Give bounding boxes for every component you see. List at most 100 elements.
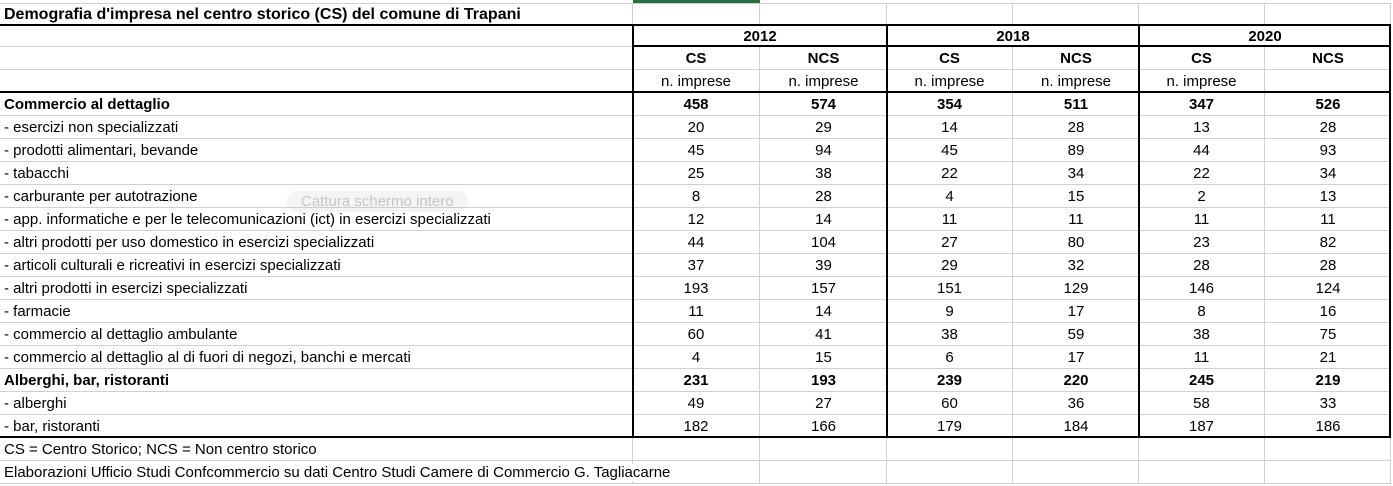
value-cell[interactable]: 25 <box>633 162 760 185</box>
value-cell[interactable]: 9 <box>887 300 1013 323</box>
value-cell[interactable]: 38 <box>760 162 887 185</box>
row-label[interactable]: - altri prodotti in esercizi specializza… <box>0 277 633 300</box>
empty-cell[interactable] <box>633 438 760 460</box>
value-cell[interactable]: 44 <box>1139 139 1265 162</box>
value-cell[interactable]: 82 <box>1265 231 1391 254</box>
value-cell[interactable]: 37 <box>633 254 760 277</box>
year-header[interactable]: 2020 <box>1248 27 1282 45</box>
row-label[interactable]: - commercio al dettaglio al di fuori di … <box>0 346 633 369</box>
value-cell[interactable]: 41 <box>760 323 887 346</box>
unit-label-cell[interactable]: n. imprese <box>887 70 1013 93</box>
column-header[interactable]: CS <box>1139 47 1265 70</box>
value-cell[interactable]: 60 <box>633 323 760 346</box>
empty-cell[interactable] <box>1139 461 1265 483</box>
value-cell[interactable]: 80 <box>1013 231 1139 254</box>
value-cell[interactable]: 8 <box>633 185 760 208</box>
value-cell[interactable]: 187 <box>1139 415 1265 438</box>
value-cell[interactable]: 93 <box>1265 139 1391 162</box>
value-cell[interactable]: 8 <box>1139 300 1265 323</box>
value-cell[interactable]: 13 <box>1265 185 1391 208</box>
row-label[interactable]: - articoli culturali e ricreativi in ese… <box>0 254 633 277</box>
empty-cell[interactable] <box>760 438 887 460</box>
value-cell[interactable]: 182 <box>633 415 760 438</box>
unit-label-cell[interactable]: n. imprese <box>633 70 760 93</box>
value-cell[interactable]: 526 <box>1265 93 1391 116</box>
column-header[interactable]: NCS <box>1013 47 1139 70</box>
page-title[interactable]: Demografia d'impresa nel centro storico … <box>0 4 633 25</box>
value-cell[interactable]: 44 <box>633 231 760 254</box>
value-cell[interactable]: 29 <box>760 116 887 139</box>
empty-cell[interactable] <box>0 47 633 70</box>
value-cell[interactable]: 28 <box>1265 116 1391 139</box>
value-cell[interactable]: 14 <box>760 208 887 231</box>
value-cell[interactable]: 12 <box>633 208 760 231</box>
value-cell[interactable]: 45 <box>887 139 1013 162</box>
value-cell[interactable]: 28 <box>1265 254 1391 277</box>
year-header[interactable]: 2012 <box>743 27 777 45</box>
column-header[interactable]: NCS <box>760 47 887 70</box>
empty-cell[interactable] <box>1265 4 1391 25</box>
value-cell[interactable]: 13 <box>1139 116 1265 139</box>
value-cell[interactable]: 4 <box>633 346 760 369</box>
column-header[interactable]: NCS <box>1265 47 1391 70</box>
value-cell[interactable]: 11 <box>887 208 1013 231</box>
empty-cell[interactable] <box>633 461 760 483</box>
value-cell[interactable]: 179 <box>887 415 1013 438</box>
value-cell[interactable]: 184 <box>1063 418 1089 435</box>
value-cell[interactable]: 2 <box>1139 185 1265 208</box>
value-cell[interactable]: 104 <box>760 231 887 254</box>
value-cell[interactable]: 157 <box>760 277 887 300</box>
value-cell[interactable]: 574 <box>760 93 887 116</box>
value-cell[interactable]: 17 <box>1013 300 1139 323</box>
footnote-source-cell[interactable]: Elaborazioni Ufficio Studi Confcommercio… <box>0 461 674 483</box>
footnote-legend-cell[interactable]: CS = Centro Storico; NCS = Non centro st… <box>0 438 633 460</box>
value-cell[interactable]: 38 <box>887 323 1013 346</box>
value-cell[interactable]: 59 <box>1013 323 1139 346</box>
row-label[interactable]: Alberghi, bar, ristoranti <box>0 369 633 392</box>
row-label[interactable]: - prodotti alimentari, bevande <box>0 139 633 162</box>
value-cell[interactable]: 17 <box>1013 346 1139 369</box>
row-label[interactable]: Commercio al dettaglio <box>0 93 633 116</box>
empty-cell[interactable] <box>0 0 633 3</box>
value-cell[interactable]: 34 <box>1265 162 1391 185</box>
value-cell[interactable]: 219 <box>1265 369 1391 392</box>
value-cell[interactable]: 186 <box>1315 418 1341 435</box>
empty-cell[interactable] <box>887 461 1013 483</box>
value-cell[interactable]: 49 <box>633 392 760 415</box>
value-cell[interactable]: 239 <box>887 369 1013 392</box>
value-cell[interactable]: 28 <box>760 185 887 208</box>
value-cell[interactable]: 38 <box>1139 323 1265 346</box>
value-cell[interactable]: 166 <box>810 418 837 435</box>
column-header[interactable]: CS <box>633 47 760 70</box>
value-cell[interactable]: 28 <box>1013 116 1139 139</box>
unit-label-cell[interactable] <box>1265 70 1391 93</box>
value-cell[interactable]: 11 <box>1139 346 1265 369</box>
value-cell[interactable]: 11 <box>1013 208 1139 231</box>
value-cell[interactable]: 22 <box>1139 162 1265 185</box>
value-cell[interactable]: 36 <box>1013 392 1139 415</box>
value-cell[interactable]: 124 <box>1265 277 1391 300</box>
value-cell[interactable]: 11 <box>1139 208 1265 231</box>
empty-cell[interactable] <box>1265 461 1391 483</box>
value-cell[interactable]: 347 <box>1139 93 1265 116</box>
value-cell[interactable]: 11 <box>1265 208 1391 231</box>
row-label[interactable]: - altri prodotti per uso domestico in es… <box>0 231 633 254</box>
value-cell[interactable]: 193 <box>633 277 760 300</box>
value-cell[interactable]: 16 <box>1265 300 1391 323</box>
value-cell[interactable]: 129 <box>1013 277 1139 300</box>
row-label[interactable]: - app. informatiche e per le telecomunic… <box>0 208 633 231</box>
value-cell[interactable]: 27 <box>887 231 1013 254</box>
value-cell[interactable]: 22 <box>887 162 1013 185</box>
value-cell[interactable]: 33 <box>1265 392 1391 415</box>
value-cell[interactable]: 75 <box>1265 323 1391 346</box>
value-cell[interactable]: 39 <box>760 254 887 277</box>
value-cell[interactable]: 21 <box>1265 346 1391 369</box>
row-label[interactable]: - farmacie <box>0 300 633 323</box>
empty-cell[interactable] <box>1013 4 1139 25</box>
empty-cell[interactable] <box>760 0 1391 3</box>
value-cell[interactable]: 89 <box>1013 139 1139 162</box>
empty-cell[interactable] <box>0 70 633 93</box>
column-header[interactable]: CS <box>887 47 1013 70</box>
year-header[interactable]: 2018 <box>996 27 1030 45</box>
empty-cell[interactable] <box>760 4 887 25</box>
